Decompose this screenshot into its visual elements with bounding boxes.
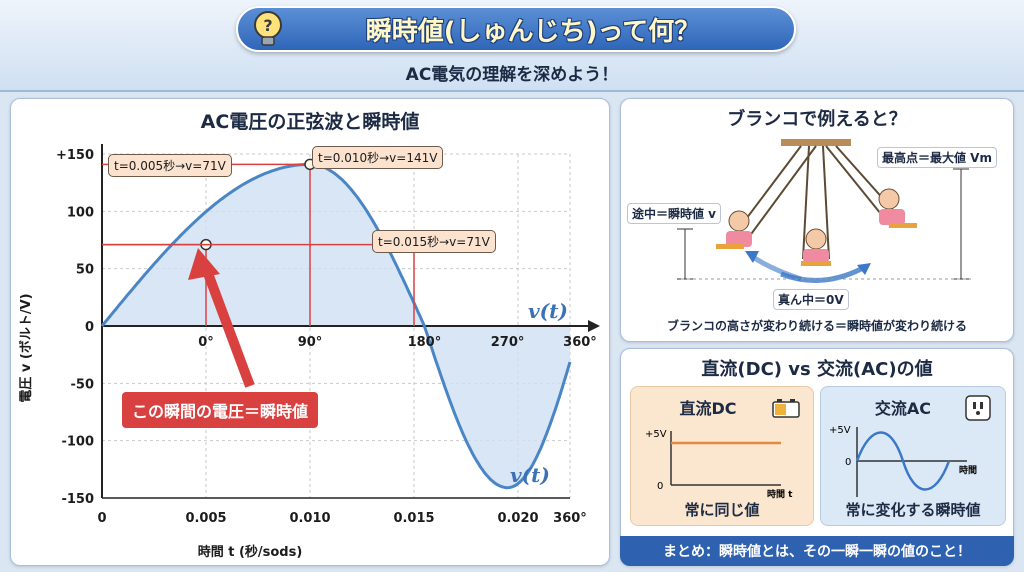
- dc-caption: 常に同じ値: [684, 501, 760, 519]
- sine-curve: [100, 162, 572, 490]
- phase-tick-label: 90°: [298, 335, 323, 350]
- dcac-panel-title: 直流(DC) vs 交流(AC)の値: [701, 359, 933, 380]
- child-center: [801, 228, 831, 266]
- y-tick-label: +150: [56, 148, 94, 163]
- curve-label-upper: v(t): [528, 299, 568, 323]
- phase-tick-label: 360°: [563, 335, 597, 350]
- x-axis-label: 時間 t (秒/sods): [198, 544, 303, 560]
- svg-text:?: ?: [263, 16, 272, 35]
- ac-graph: +5V 0 時間: [829, 425, 977, 497]
- ac-x-label: 時間: [959, 464, 977, 476]
- swing-analogy-panel: ブランコで例えると？: [620, 98, 1014, 342]
- child-left: [716, 210, 752, 249]
- x-tick-label: 0: [97, 511, 106, 526]
- swing-caption: ブランコの高さが変わり続ける＝瞬時値が変わり続ける: [666, 319, 967, 333]
- y-tick-label: 50: [76, 263, 94, 278]
- label-zero: 真ん中＝0V: [773, 289, 849, 310]
- dc-y-top: +5V: [645, 429, 667, 440]
- y-tick-label: 100: [67, 205, 94, 220]
- page-title: 瞬時値(しゅんじち)って何？: [365, 16, 701, 47]
- phase-tick-label: 270°: [491, 335, 525, 350]
- x-tick-label: 0.015: [393, 511, 434, 526]
- summary-bar: まとめ：瞬時値とは、その一瞬一瞬の値のこと！: [620, 536, 1014, 566]
- label-max-value: 最高点＝最大値 Vm: [877, 147, 997, 168]
- curve-label-lower: v(t): [510, 463, 550, 487]
- pointer-arrow: [188, 248, 255, 388]
- swing-panel-title: ブランコで例えると？: [727, 109, 907, 130]
- outlet-icon: [965, 395, 991, 421]
- label-instantaneous: 途中＝瞬時値 v: [627, 203, 722, 224]
- dc-y-zero: 0: [657, 481, 663, 492]
- title-banner: 瞬時値(しゅんじち)って何？: [236, 6, 796, 52]
- ac-y-top: +5V: [829, 425, 851, 436]
- dc-graph: +5V 0 時間 t: [645, 429, 793, 499]
- subtitle: AC電気の理解を深めよう！: [405, 65, 619, 85]
- dc-title: 直流DC: [679, 399, 737, 418]
- x-tick-label: 360°: [553, 511, 587, 526]
- dc-x-label: 時間 t: [767, 488, 793, 499]
- callout-t005: t=0.005秒→v=71V: [108, 154, 232, 177]
- callout-t015: t=0.015秒→v=71V: [372, 230, 496, 253]
- ac-title: 交流AC: [874, 399, 932, 418]
- phase-tick-label: 0°: [198, 335, 214, 350]
- negative-area-fill: [424, 326, 570, 488]
- battery-icon: [772, 399, 800, 418]
- ac-box: 交流AC +5V 0 時間 常に変化する瞬時値: [820, 386, 1006, 526]
- y-tick-label: -100: [61, 435, 94, 450]
- x-tick-label: 0.020: [497, 511, 538, 526]
- dc-box: 直流DC +5V 0 時間 t 常に同じ値: [630, 386, 814, 526]
- header: 瞬時値(しゅんじち)って何？ ? AC電気の理解を深めよう！: [0, 0, 1024, 92]
- y-tick-label: 0: [85, 320, 94, 335]
- sine-panel-title: AC電圧の正弦波と瞬時値: [200, 111, 420, 133]
- ac-y-zero: 0: [845, 457, 851, 468]
- x-axis-arrow: [588, 320, 600, 332]
- y-tick-label: -150: [61, 492, 94, 507]
- phase-tick-label: 180°: [408, 335, 442, 350]
- swing-illustration: [677, 139, 971, 283]
- instantaneous-value-label: この瞬間の電圧＝瞬時値: [122, 392, 319, 428]
- lightbulb-icon: ?: [254, 11, 282, 46]
- y-tick-label: -50: [71, 377, 95, 392]
- callout-t010: t=0.010秒→v=141V: [312, 146, 444, 169]
- ac-wave: [855, 431, 951, 491]
- child-right: [878, 188, 917, 228]
- chart-axes: [101, 144, 600, 499]
- x-tick-label: 0.010: [289, 511, 330, 526]
- y-axis-label: 電圧 v (ボルト/V): [18, 293, 34, 402]
- ac-caption: 常に変化する瞬時値: [845, 501, 981, 519]
- x-tick-label: 0.005: [185, 511, 226, 526]
